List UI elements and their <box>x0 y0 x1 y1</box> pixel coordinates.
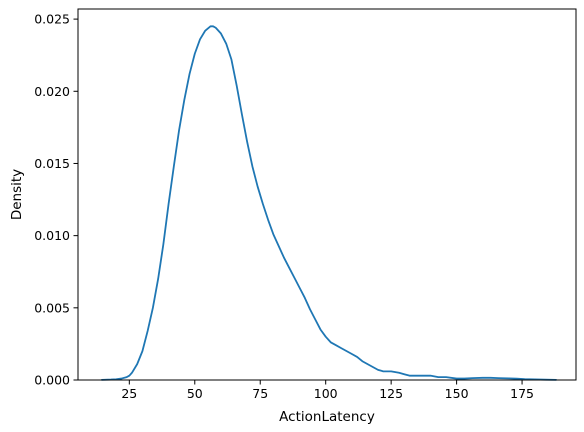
y-tick-label: 0.005 <box>34 300 70 315</box>
x-tick-label: 75 <box>252 386 268 401</box>
x-tick-label: 150 <box>445 386 469 401</box>
y-tick-label: 0.015 <box>34 156 70 171</box>
axes-layer: 25 50 75 100 125 150 175 0.000 0.005 0.010 0.015 0.… <box>34 8 577 401</box>
x-tick-label: 175 <box>510 386 534 401</box>
x-tick-label: 100 <box>314 386 338 401</box>
y-tick-label: 0.025 <box>34 12 70 27</box>
axes-frame <box>77 8 577 381</box>
series-layer <box>100 25 557 381</box>
y-axis-title: Density <box>9 169 25 220</box>
y-tick-label: 0.010 <box>34 228 70 243</box>
y-tick-label: 0.020 <box>34 84 70 99</box>
x-axis-title: ActionLatency <box>279 409 375 425</box>
y-tick-label: 0.000 <box>34 373 70 388</box>
x-tick-label: 125 <box>379 386 403 401</box>
x-tick-label: 25 <box>121 386 137 401</box>
x-tick-label: 50 <box>187 386 203 401</box>
density-line-0 <box>100 25 557 381</box>
